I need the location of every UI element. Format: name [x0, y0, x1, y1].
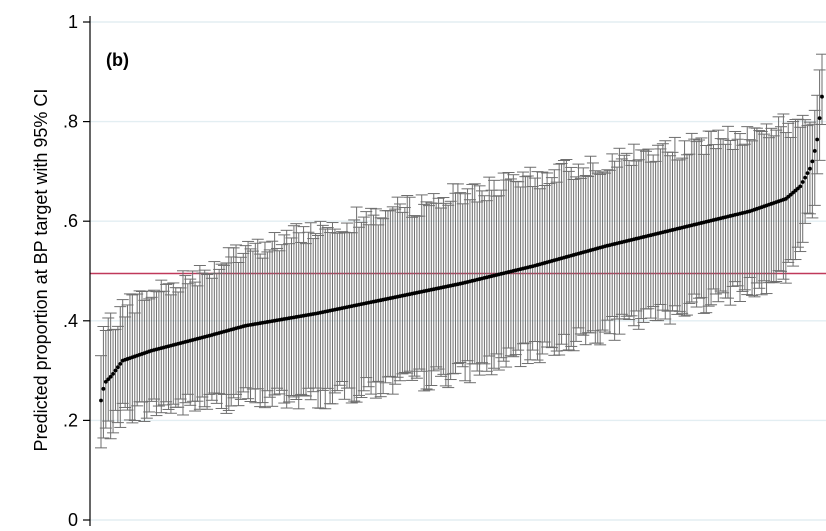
- point-estimate: [108, 374, 113, 379]
- point-estimate: [106, 377, 111, 382]
- point-estimate: [810, 159, 815, 164]
- error-bars: [95, 53, 826, 449]
- point-estimate: [805, 171, 810, 176]
- point-estimate: [812, 149, 817, 153]
- point-estimate: [113, 368, 118, 373]
- y-tick-label: 1: [68, 12, 78, 32]
- point-estimate: [817, 116, 822, 121]
- panel-label: (b): [106, 50, 129, 70]
- y-tick-label: .4: [63, 311, 78, 331]
- point-estimate: [798, 184, 803, 189]
- point-estimate: [99, 398, 103, 403]
- y-axis: 0 .2 .4 .6 .8 1: [63, 12, 91, 530]
- point-estimate: [815, 137, 820, 142]
- y-tick-label: 0: [68, 510, 78, 530]
- point-estimate: [118, 361, 123, 366]
- y-tick-label: .6: [63, 211, 78, 231]
- point-estimates: [99, 94, 824, 403]
- point-estimate: [101, 386, 106, 391]
- point-estimate: [820, 94, 824, 99]
- point-estimate: [800, 180, 805, 184]
- point-estimate: [103, 379, 108, 384]
- y-tick-label: .8: [63, 112, 78, 132]
- point-estimate: [115, 365, 120, 370]
- point-estimate: [111, 371, 115, 376]
- y-axis-label: Predicted proportion at BP target with 9…: [31, 89, 51, 452]
- point-estimate: [803, 175, 808, 180]
- point-estimate: [808, 166, 812, 171]
- y-tick-label: .2: [63, 410, 78, 430]
